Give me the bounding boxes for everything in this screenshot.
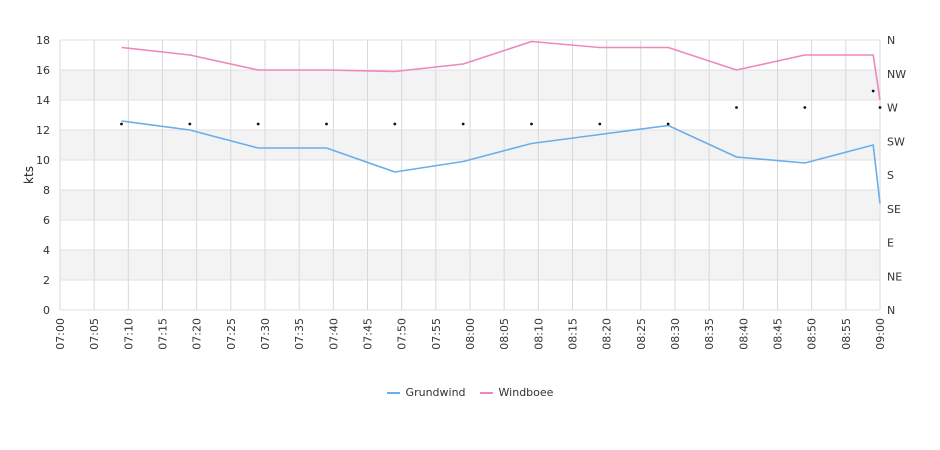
direction-marker [530,122,533,126]
legend-label-grundwind: Grundwind [405,386,466,399]
x-tick-label: 07:25 [225,318,238,350]
right-axis-label: NE [887,270,902,283]
y-axis-label: kts [22,166,36,184]
y-tick-label: 6 [43,214,50,227]
direction-marker [598,122,602,126]
x-tick-label: 08:40 [737,318,750,350]
x-tick-label: 08:35 [703,318,716,350]
direction-marker [735,106,738,109]
right-axis-label: NW [887,68,906,81]
horizontal-gridlines [60,39,880,311]
right-axis-label: SW [887,135,905,148]
y-tick-label: 2 [43,274,50,287]
y-tick-label: 12 [36,124,50,137]
direction-marker [461,122,465,126]
direction-marker [871,89,875,93]
x-tick-label: 07:50 [396,318,409,350]
legend: Grundwind Windboee [0,386,940,399]
x-tick-label: 08:00 [464,318,477,350]
direction-marker [666,122,670,126]
y-tick-label: 14 [36,94,50,107]
direction-marker [803,106,807,109]
x-tick-label: 07:05 [88,318,101,350]
right-axis-direction-labels: N NE E SE S SW W NW N [887,34,906,317]
direction-marker [256,122,260,126]
series-lines [121,40,881,204]
left-axis-ticks: 0 2 4 6 8 10 12 14 16 18 [36,34,50,317]
y-tick-label: 4 [43,244,50,257]
direction-marker [878,106,882,109]
direction-markers [120,89,882,126]
legend-item-windboee[interactable]: Windboee [479,386,554,399]
x-tick-label: 08:50 [806,318,819,350]
legend-label-windboee: Windboee [498,386,554,399]
x-tick-label: 07:35 [293,318,306,350]
direction-marker [325,122,328,126]
y-tick-label: 0 [43,304,50,317]
direction-marker [188,122,192,126]
x-tick-label: 08:45 [772,318,785,350]
x-tick-label: 07:20 [191,318,204,350]
x-tick-label: 08:10 [532,318,545,350]
x-tick-label: 07:00 [54,318,67,350]
direction-marker [393,122,397,126]
x-tick-label: 07:55 [430,318,443,350]
right-axis-label: SE [887,203,901,216]
right-axis-label: W [887,102,898,115]
right-axis-label: E [887,237,894,250]
x-tick-label: 07:15 [157,318,170,350]
series-line-windboee [121,40,881,101]
x-tick-label: 07:10 [122,318,135,350]
x-tick-label: 09:00 [874,318,887,350]
x-axis-ticks: 07:00 07:05 07:10 07:15 07:20 07:25 07:30 07:35… [54,318,887,350]
x-tick-label: 08:55 [840,318,853,350]
x-tick-label: 07:30 [259,318,272,350]
x-tick-label: 08:20 [601,318,614,350]
y-tick-label: 16 [36,64,50,77]
x-tick-label: 08:15 [567,318,580,350]
x-tick-label: 08:25 [635,318,648,350]
y-tick-label: 10 [36,154,50,167]
direction-marker [120,122,123,126]
x-tick-label: 07:40 [327,318,340,350]
legend-swatch-grundwind [386,391,400,394]
legend-swatch-windboee [479,391,493,394]
x-tick-label: 08:30 [669,318,682,350]
series-line-grundwind [121,120,881,204]
right-axis-label: N [887,304,895,317]
y-tick-label: 18 [36,34,50,47]
vertical-gridlines [59,40,881,310]
x-tick-label: 07:45 [362,318,375,350]
x-tick-label: 08:05 [498,318,511,350]
legend-item-grundwind[interactable]: Grundwind [386,386,466,399]
y-tick-label: 8 [43,184,50,197]
right-axis-label: S [887,169,894,182]
right-axis-label: N [887,34,895,47]
